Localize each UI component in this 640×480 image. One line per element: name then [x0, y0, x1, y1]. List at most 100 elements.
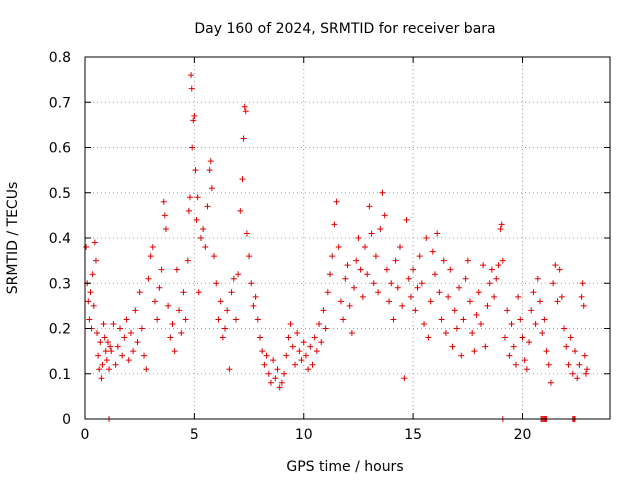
data-point	[467, 298, 473, 305]
data-point	[107, 343, 114, 350]
data-point	[108, 348, 115, 355]
data-point	[574, 375, 581, 382]
data-point	[313, 348, 320, 355]
data-point	[132, 307, 139, 314]
data-point	[482, 343, 489, 350]
x-tick-label: 0	[81, 427, 90, 443]
data-point	[138, 325, 145, 332]
data-point	[145, 275, 152, 282]
data-point	[197, 235, 204, 241]
data-point	[580, 302, 587, 309]
data-point	[407, 293, 414, 300]
data-point	[87, 289, 94, 296]
data-point	[287, 320, 294, 327]
data-point	[572, 348, 578, 355]
data-point	[556, 266, 563, 273]
data-point	[114, 343, 121, 350]
data-point	[335, 244, 342, 251]
data-point	[405, 275, 412, 282]
y-tick-label: 0.1	[49, 367, 71, 383]
data-point	[498, 221, 505, 228]
data-point	[188, 85, 195, 92]
data-point	[447, 266, 454, 273]
data-point	[364, 271, 371, 278]
data-point	[383, 266, 390, 273]
data-point	[222, 325, 228, 332]
data-point	[143, 366, 150, 373]
data-point	[285, 334, 292, 341]
data-point	[192, 167, 199, 174]
data-point	[104, 339, 111, 346]
y-tick-labels: 0 0.1 0.2 0.3 0.4 0.5 0.6 0.7 0.8	[49, 50, 71, 428]
data-point	[185, 207, 192, 214]
data-point	[453, 325, 460, 332]
data-point	[425, 334, 432, 341]
data-point	[86, 316, 93, 323]
data-point	[558, 293, 565, 300]
data-point	[421, 320, 428, 327]
data-point	[394, 284, 401, 291]
data-point	[254, 316, 261, 323]
data-point	[497, 225, 504, 232]
x-tick-label: 15	[404, 427, 422, 443]
data-point	[342, 275, 349, 282]
data-point	[488, 266, 495, 273]
data-point	[499, 257, 506, 264]
data-point	[541, 316, 548, 323]
data-point	[241, 103, 248, 110]
data-point	[265, 370, 272, 377]
data-point	[521, 357, 528, 364]
data-point	[191, 112, 198, 119]
data-point	[445, 293, 452, 300]
data-point	[190, 117, 197, 124]
data-point	[300, 339, 307, 346]
data-point	[346, 302, 353, 309]
data-point	[211, 253, 218, 260]
data-point	[149, 244, 156, 251]
data-point	[561, 325, 568, 332]
data-point	[187, 194, 193, 201]
data-point	[242, 108, 249, 115]
data-point	[178, 330, 185, 337]
data-point	[458, 352, 465, 359]
data-point	[276, 384, 283, 391]
data-point	[95, 352, 102, 359]
data-point	[90, 302, 97, 309]
data-point	[475, 289, 482, 296]
data-point	[261, 361, 268, 368]
data-point	[392, 257, 399, 264]
data-point	[246, 253, 253, 260]
data-point	[554, 298, 561, 305]
data-point	[506, 352, 513, 359]
data-point	[267, 379, 274, 386]
data-point	[351, 284, 358, 291]
data-point	[534, 275, 541, 282]
data-point	[469, 330, 476, 337]
data-point	[194, 194, 201, 201]
data-point	[83, 244, 90, 251]
data-point	[125, 357, 132, 364]
data-point	[152, 298, 158, 305]
data-point	[283, 352, 290, 359]
data-point	[103, 357, 110, 364]
data-point	[434, 230, 441, 237]
data-point	[331, 221, 338, 228]
data-point	[119, 352, 126, 359]
data-point	[484, 302, 491, 309]
data-point	[219, 334, 226, 341]
data-point	[240, 135, 247, 142]
data-point	[552, 262, 559, 269]
data-point	[477, 320, 484, 327]
data-point	[340, 316, 347, 323]
data-point	[427, 298, 434, 305]
data-point	[106, 366, 113, 373]
x-tick-label: 10	[295, 427, 313, 443]
x-tick-labels: 0 5 10 15 20	[81, 427, 532, 443]
data-point	[206, 167, 213, 174]
data-point	[451, 307, 458, 314]
data-point	[355, 235, 362, 241]
data-point	[353, 257, 360, 264]
data-point	[248, 280, 255, 287]
data-point	[375, 289, 382, 296]
